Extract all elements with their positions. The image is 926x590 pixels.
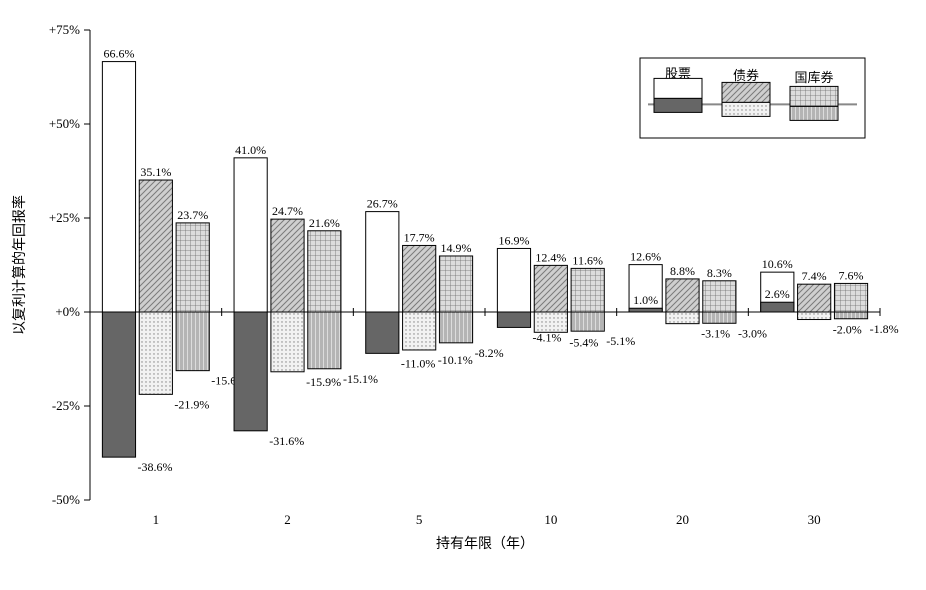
- bar: [139, 312, 172, 394]
- bar: [629, 308, 662, 312]
- bar: [497, 312, 530, 327]
- bar-label: -10.1%: [438, 353, 473, 367]
- bar-label: 23.7%: [177, 208, 208, 222]
- bar: [703, 312, 736, 323]
- bar-label: 11.6%: [572, 253, 603, 267]
- bar: [439, 256, 472, 312]
- bar-label: 10.6%: [762, 257, 793, 271]
- bar-label: -15.9%: [306, 375, 341, 389]
- bar: [102, 312, 135, 457]
- bar-label: -1.8%: [870, 322, 899, 336]
- bar-label: 21.6%: [309, 216, 340, 230]
- bar: [666, 279, 699, 312]
- x-tick-label: 2: [284, 512, 291, 527]
- bar-label: 2.6%: [765, 287, 790, 301]
- legend-swatch: [654, 98, 702, 112]
- bar-label: 12.4%: [535, 250, 566, 264]
- bar-label: 26.7%: [367, 197, 398, 211]
- bar: [439, 312, 472, 343]
- bar-label: -2.0%: [833, 323, 862, 337]
- bar: [571, 312, 604, 331]
- bar-label: 35.1%: [140, 165, 171, 179]
- bar-label: -38.6%: [138, 460, 173, 474]
- bar: [139, 180, 172, 312]
- bar-label: 1.0%: [633, 293, 658, 307]
- bar-label: -5.4%: [569, 335, 598, 349]
- bar: [102, 62, 135, 312]
- bar: [403, 312, 436, 350]
- bar-label: -15.1%: [343, 372, 378, 386]
- bar: [366, 312, 399, 353]
- bar: [271, 312, 304, 372]
- bar: [234, 312, 267, 431]
- bar: [176, 223, 209, 312]
- legend-swatch: [790, 86, 838, 106]
- bar: [271, 219, 304, 312]
- bar: [834, 312, 867, 319]
- bar: [403, 245, 436, 312]
- x-tick-label: 10: [544, 512, 557, 527]
- bar-label: 17.7%: [404, 230, 435, 244]
- x-axis-label: 持有年限（年）: [436, 536, 534, 552]
- y-axis-label: 以复利计算的年回报率: [11, 195, 28, 335]
- bar: [366, 212, 399, 312]
- y-tick-label: +0%: [55, 304, 80, 319]
- x-tick-label: 20: [676, 512, 689, 527]
- bar-label: -31.6%: [269, 434, 304, 448]
- bar-label: 41.0%: [235, 143, 266, 157]
- bar-label: -3.1%: [701, 327, 730, 341]
- bar: [308, 312, 341, 369]
- bar: [534, 312, 567, 332]
- bar-label: 24.7%: [272, 204, 303, 218]
- bar-label: 8.8%: [670, 264, 695, 278]
- y-tick-label: +25%: [49, 210, 80, 225]
- bar-label: 7.6%: [839, 268, 864, 282]
- bar: [666, 312, 699, 324]
- x-tick-label: 30: [808, 512, 821, 527]
- bar-label: 7.4%: [802, 269, 827, 283]
- legend-swatch: [654, 78, 702, 98]
- bar: [497, 248, 530, 312]
- bar-label: -5.1%: [606, 334, 635, 348]
- bar-label: -8.2%: [475, 346, 504, 360]
- bar: [798, 312, 831, 320]
- bar: [308, 231, 341, 312]
- bar-label: -11.0%: [401, 356, 436, 370]
- chart-container: -50% -25% +0% +25% +50% +75% 以复利计算的年回报率 66.6% -3…: [0, 0, 926, 590]
- legend-label: 债券: [733, 68, 759, 83]
- bar: [571, 268, 604, 312]
- bar: [834, 283, 867, 312]
- bar-label: -3.0%: [738, 326, 767, 340]
- bar-label: -21.9%: [174, 397, 209, 411]
- y-tick-label: +50%: [49, 116, 80, 131]
- legend-swatch: [790, 106, 838, 120]
- bar-label: 12.6%: [630, 250, 661, 264]
- bar: [703, 281, 736, 312]
- legend-label: 国库券: [794, 70, 833, 85]
- bar: [176, 312, 209, 371]
- bar-label: 8.3%: [707, 266, 732, 280]
- bar: [761, 302, 794, 312]
- legend-swatch: [722, 102, 770, 116]
- chart-svg: -50% -25% +0% +25% +50% +75% 以复利计算的年回报率 66.6% -3…: [0, 0, 926, 590]
- y-tick-label: +75%: [49, 22, 80, 37]
- x-tick-label: 1: [153, 512, 160, 527]
- y-tick-label: -25%: [52, 398, 80, 413]
- bar: [798, 284, 831, 312]
- legend-swatch: [722, 82, 770, 102]
- bar: [234, 158, 267, 312]
- bar-label: 66.6%: [103, 47, 134, 61]
- bar-label: 16.9%: [498, 233, 529, 247]
- bar: [534, 265, 567, 312]
- x-tick-label: 5: [416, 512, 423, 527]
- bar-label: 14.9%: [441, 241, 472, 255]
- y-tick-label: -50%: [52, 492, 80, 507]
